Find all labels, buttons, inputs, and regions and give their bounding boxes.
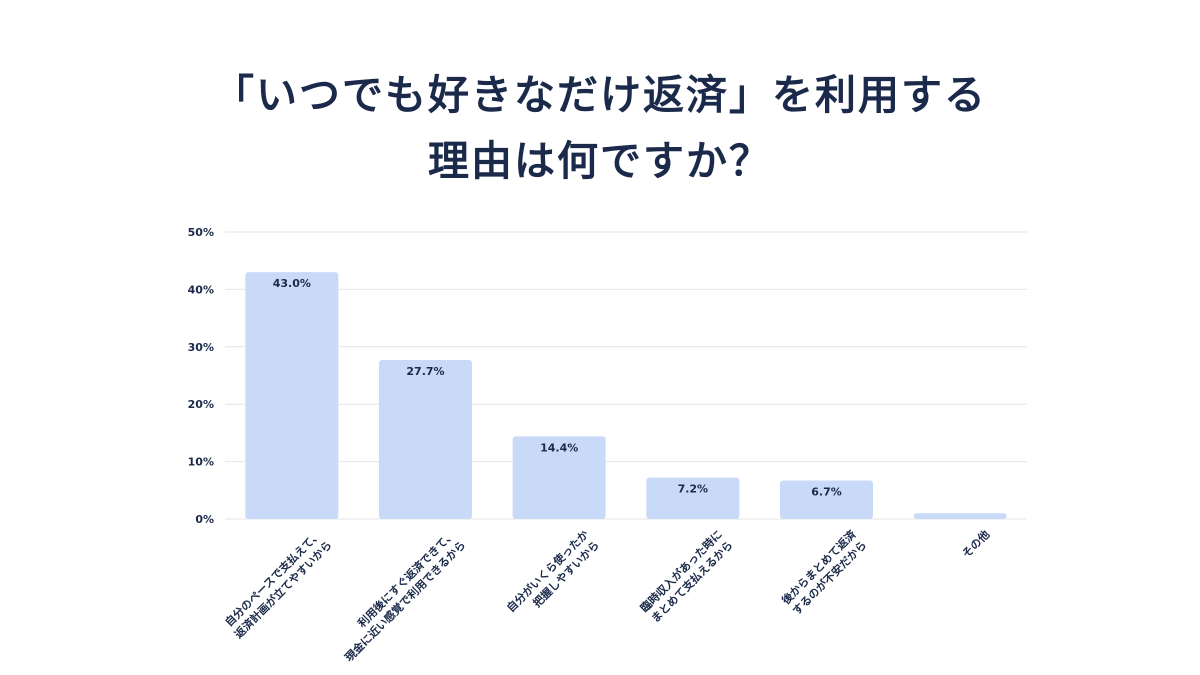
category-label: 利用後にすぐ返済できて、現金に近い感覚で利用できるから <box>342 527 468 664</box>
data-label: 6.7% <box>811 486 842 499</box>
category-label-line: 返済計画が立てやすいから <box>231 538 334 641</box>
data-label: 7.2% <box>678 483 709 496</box>
y-tick-label: 10% <box>188 456 214 469</box>
y-tick-label: 40% <box>188 283 214 296</box>
y-tick-label: 20% <box>188 398 214 411</box>
bar <box>913 513 1007 519</box>
category-label: その他 <box>959 527 992 560</box>
y-tick-label: 0% <box>195 513 214 526</box>
chart-title-line1: 「いつでも好きなだけ返済」を利用する <box>213 71 987 119</box>
chart-title: 「いつでも好きなだけ返済」を利用する 理由は何ですか？ <box>0 62 1200 194</box>
bar <box>512 436 606 519</box>
category-label-line: 利用後にすぐ返済できて、 <box>355 527 458 630</box>
category-label: 自分のペースで支払えて、返済計画が立てやすいから <box>222 527 335 641</box>
category-label-line: その他 <box>959 527 992 560</box>
y-tick-label: 50% <box>188 226 214 239</box>
bar <box>379 360 472 519</box>
category-label-line: 自分のペースで支払えて、 <box>222 527 324 629</box>
y-tick-label: 30% <box>188 341 214 354</box>
bar <box>646 477 740 519</box>
data-label: 14.4% <box>540 441 578 454</box>
bar <box>780 480 873 519</box>
category-label-line: 現金に近い感覚で利用できるから <box>342 538 468 664</box>
data-label: 43.0% <box>273 277 311 290</box>
data-label: 27.7% <box>406 365 444 378</box>
bar <box>245 272 339 519</box>
chart-title-line2: 理由は何ですか？ <box>428 137 772 185</box>
